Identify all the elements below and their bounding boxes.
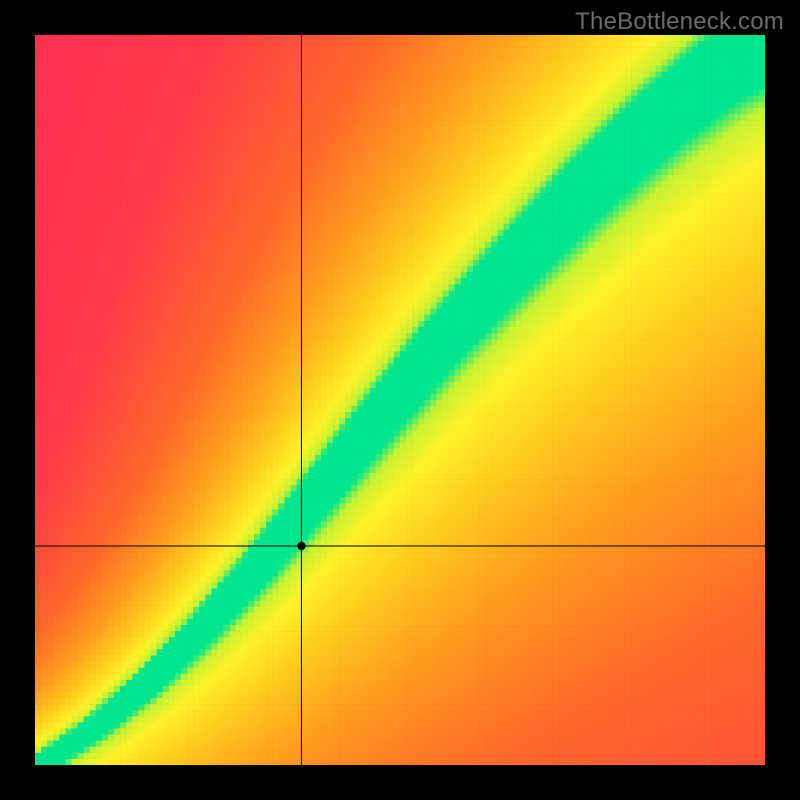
- watermark-text: TheBottleneck.com: [575, 8, 784, 36]
- bottleneck-heatmap: [35, 35, 765, 765]
